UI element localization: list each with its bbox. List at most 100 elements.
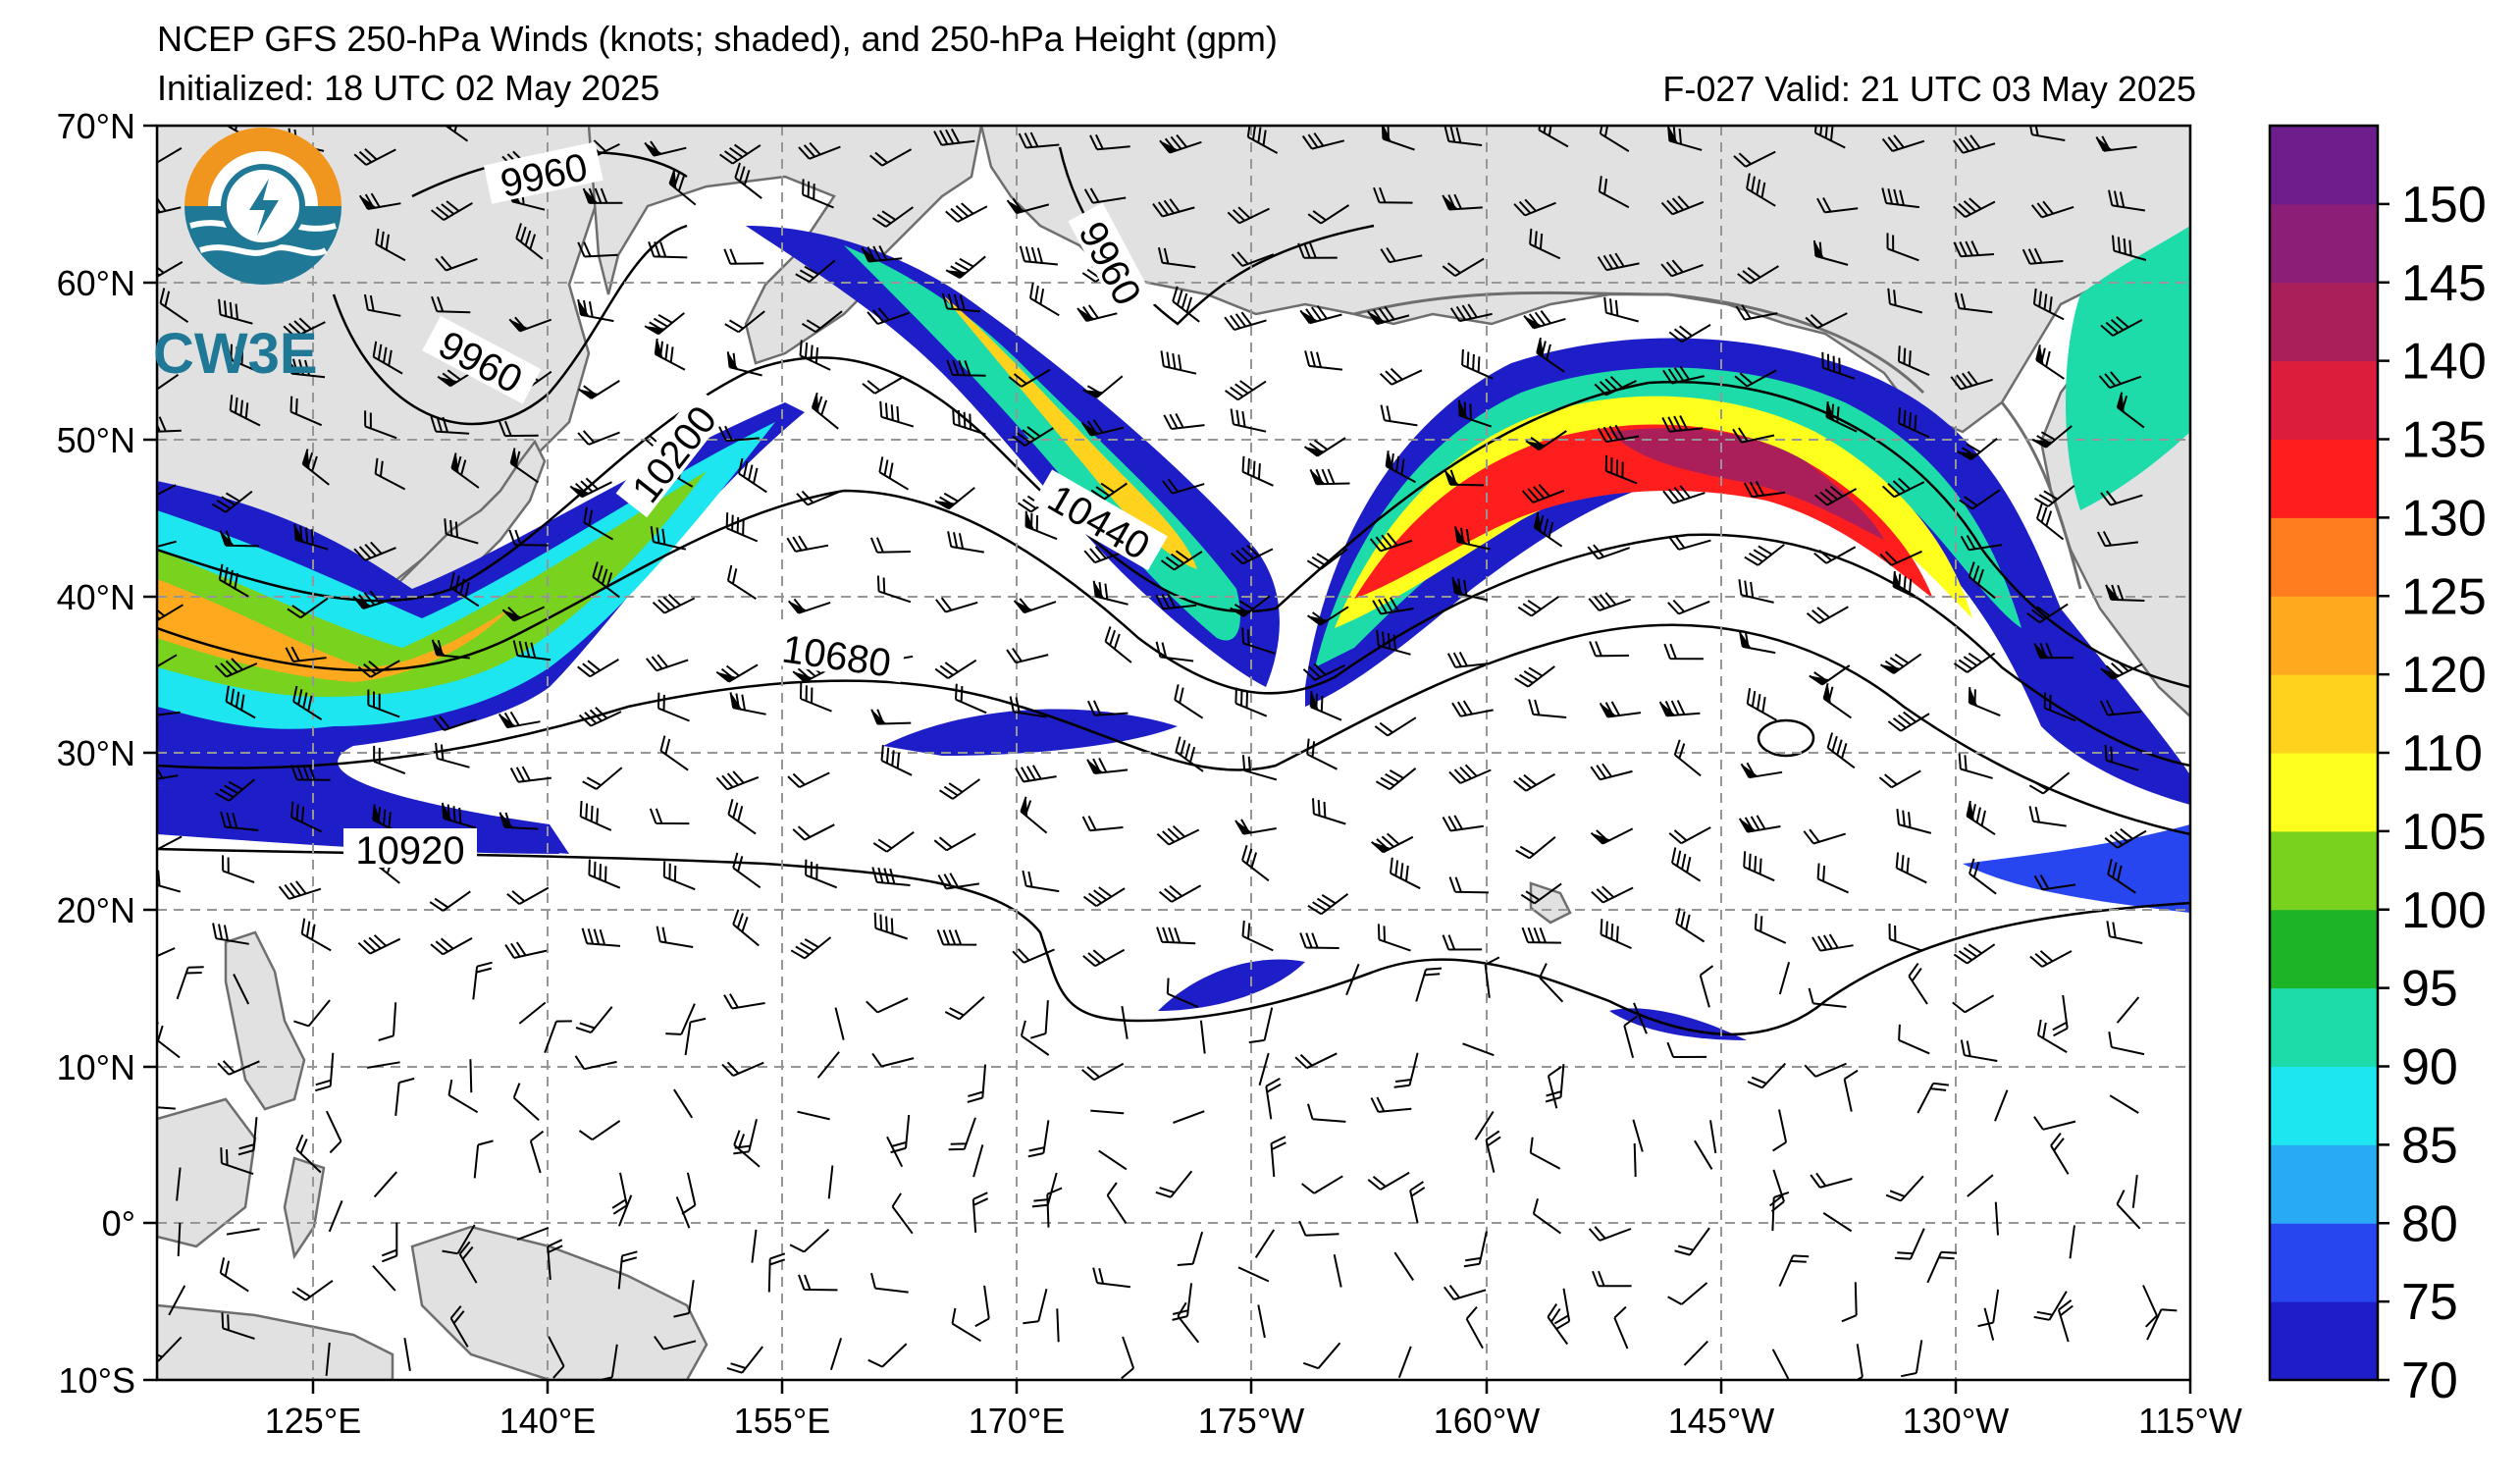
colorbar-swatch — [2270, 830, 2378, 911]
wind-barb — [937, 873, 980, 890]
wind-barb — [1613, 1305, 1629, 1350]
wind-barb — [786, 535, 829, 553]
wind-barb-flag — [1310, 469, 1326, 485]
wind-barb-flag — [946, 270, 967, 279]
wind-barb — [157, 540, 177, 548]
wind-barb — [1166, 978, 1199, 1009]
wind-barb — [1258, 1052, 1270, 1086]
wind-barb-flag — [2034, 643, 2050, 659]
wind-barb — [1733, 150, 1776, 168]
wind-barb — [726, 1346, 763, 1374]
wind-barb — [1661, 415, 1704, 433]
wind-barb — [732, 852, 761, 889]
wind-barb — [1056, 1308, 1060, 1343]
contour-10680 — [157, 623, 2190, 836]
wind-barb — [1393, 1052, 1419, 1088]
wind-barb — [1633, 1142, 1637, 1178]
wind-barb-flag — [2032, 439, 2053, 448]
contour-label: 10920 — [355, 829, 464, 873]
wind-barb — [291, 1279, 334, 1301]
colorbar-label: 75 — [2401, 1274, 2458, 1331]
wind-barb — [1887, 288, 1923, 314]
wind-barb — [373, 745, 406, 775]
wind-barb — [1513, 198, 1556, 217]
wind-barb-flag — [225, 342, 235, 361]
wind-barb — [1297, 242, 1338, 259]
wind-barb — [1816, 863, 1850, 894]
init-time: Initialized: 18 UTC 02 May 2025 — [157, 68, 660, 108]
wind-barb-flag — [1007, 200, 1025, 214]
graticule — [157, 126, 2190, 1380]
wind-barb — [1175, 736, 1204, 772]
wind-barb — [2057, 1299, 2074, 1343]
wind-barb-flag — [1087, 759, 1104, 773]
wind-barb — [1177, 1231, 1204, 1266]
wind-barb — [1224, 311, 1267, 331]
wind-barb-flag — [135, 662, 155, 672]
wind-barb-flag — [499, 714, 516, 728]
land-kamchatka-siberia — [587, 126, 983, 365]
lon-label: 125°E — [265, 1401, 361, 1441]
wind-barb — [2097, 530, 2139, 548]
wind-barb — [1746, 173, 1776, 207]
wind-barb-flag — [1455, 526, 1467, 545]
wind-barb — [176, 966, 204, 1000]
wind-barb — [652, 593, 696, 614]
lon-axis: 125°E 140°E 155°E 170°E 175°W 160°W 145°… — [265, 1380, 2242, 1441]
land-hawaii — [1529, 881, 1572, 925]
wind-barb — [936, 929, 977, 946]
wind-barb — [1897, 345, 1930, 377]
wind-barb — [1968, 561, 1996, 600]
wind-barb — [1092, 1267, 1131, 1289]
wind-barb-flag — [2036, 344, 2044, 365]
wind-barb — [1539, 963, 1564, 1003]
wind-barb — [287, 597, 329, 619]
wind-barb-flag — [1386, 450, 1394, 471]
wind-barb — [429, 890, 471, 912]
wind-barb — [1879, 653, 1922, 674]
wind-barb — [1160, 350, 1197, 375]
wind-barb — [1667, 126, 1703, 151]
wind-barb — [1461, 348, 1494, 380]
cw3e-sun-wave-logo-icon — [184, 128, 341, 285]
wind-barb — [1081, 815, 1124, 832]
wind-barb — [723, 993, 765, 1010]
colorbar-swatch — [2270, 360, 2378, 440]
wind-barb — [363, 293, 401, 317]
wind-barb — [1513, 772, 1556, 792]
colorbar-swatch — [2270, 126, 2378, 205]
wind-barb — [2104, 827, 2147, 849]
wind-barb-flag — [578, 299, 590, 317]
wind-barb — [890, 1114, 911, 1154]
wind-barb — [1160, 550, 1203, 571]
wind-barb — [157, 654, 178, 668]
wind-barb — [1778, 1254, 1810, 1287]
wind-barb — [292, 685, 323, 721]
lat-label: 70°N — [57, 106, 135, 146]
wind-barb — [2107, 859, 2136, 894]
wind-barb — [2028, 806, 2067, 827]
wind-barb — [1743, 851, 1775, 882]
wind-barb — [157, 1336, 183, 1362]
contour-10200 — [157, 356, 2190, 689]
wind-barb — [237, 1117, 258, 1156]
wind-barb — [372, 341, 403, 375]
wind-barb — [450, 452, 480, 489]
wind-barb — [878, 456, 910, 491]
wind-barb — [1231, 544, 1274, 565]
wind-barb — [1451, 700, 1494, 717]
wind-barb — [718, 425, 760, 443]
wind-barb — [611, 1172, 628, 1215]
wind-barb — [2108, 1032, 2145, 1056]
jet-west-pacific-120 — [157, 579, 510, 682]
colorbar-label: 125 — [2401, 568, 2487, 625]
logo-text: CW3E — [153, 322, 318, 386]
wind-barb — [157, 416, 182, 433]
wind-barb — [394, 1077, 415, 1117]
wind-barb — [1813, 546, 1857, 564]
wind-barb — [225, 685, 256, 719]
wind-barb — [157, 1106, 176, 1110]
wind-barb — [214, 778, 256, 802]
wind-barb — [177, 1222, 182, 1256]
wind-barb — [662, 861, 696, 891]
